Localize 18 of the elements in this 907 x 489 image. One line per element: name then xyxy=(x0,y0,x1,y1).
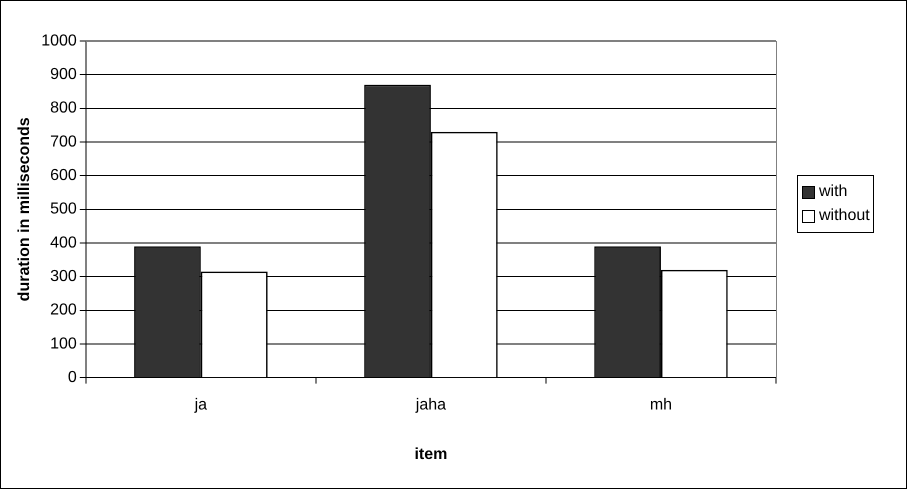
y-tick-label: 300 xyxy=(50,268,77,286)
y-tick-label: 0 xyxy=(68,369,77,386)
y-tick-label: 200 xyxy=(50,302,77,319)
y-tick-label: 1000 xyxy=(41,32,77,50)
x-tick-label: ja xyxy=(194,396,208,414)
x-axis-title: item xyxy=(414,446,448,463)
y-tick-label: 900 xyxy=(50,66,77,84)
y-axis-title: duration in milliseconds xyxy=(16,117,34,302)
x-tick-label: mh xyxy=(650,396,672,414)
legend-label: with xyxy=(819,182,848,202)
x-tick-label: jaha xyxy=(414,396,446,414)
y-tick-label: 700 xyxy=(50,133,77,150)
y-tick-label: 600 xyxy=(50,167,77,184)
y-tick-label: 400 xyxy=(50,234,77,252)
text: without xyxy=(819,206,870,226)
y-tick-label: 800 xyxy=(50,100,77,117)
y-tick-label: 500 xyxy=(50,200,77,218)
y-tick-label: 100 xyxy=(50,335,77,352)
